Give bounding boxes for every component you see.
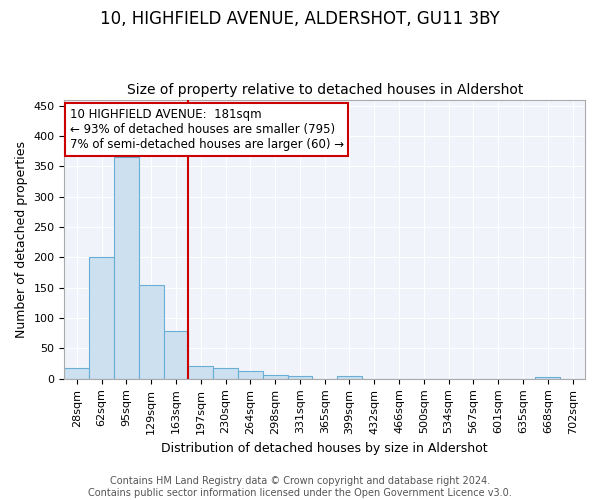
Y-axis label: Number of detached properties: Number of detached properties [15,140,28,338]
Bar [188,366,213,379]
Title: Size of property relative to detached houses in Aldershot: Size of property relative to detached ho… [127,83,523,97]
Bar [535,377,560,379]
Bar [213,368,238,379]
Text: Contains HM Land Registry data © Crown copyright and database right 2024.
Contai: Contains HM Land Registry data © Crown c… [88,476,512,498]
Bar [164,331,188,379]
Text: 10, HIGHFIELD AVENUE, ALDERSHOT, GU11 3BY: 10, HIGHFIELD AVENUE, ALDERSHOT, GU11 3B… [100,10,500,28]
Bar [89,257,114,379]
Bar [114,156,139,379]
X-axis label: Distribution of detached houses by size in Aldershot: Distribution of detached houses by size … [161,442,488,455]
Text: 10 HIGHFIELD AVENUE:  181sqm
← 93% of detached houses are smaller (795)
7% of se: 10 HIGHFIELD AVENUE: 181sqm ← 93% of det… [70,108,344,151]
Bar [139,286,164,379]
Bar [238,371,263,379]
Bar [337,376,362,379]
Bar [263,374,287,379]
Bar [287,376,313,379]
Bar [64,368,89,379]
